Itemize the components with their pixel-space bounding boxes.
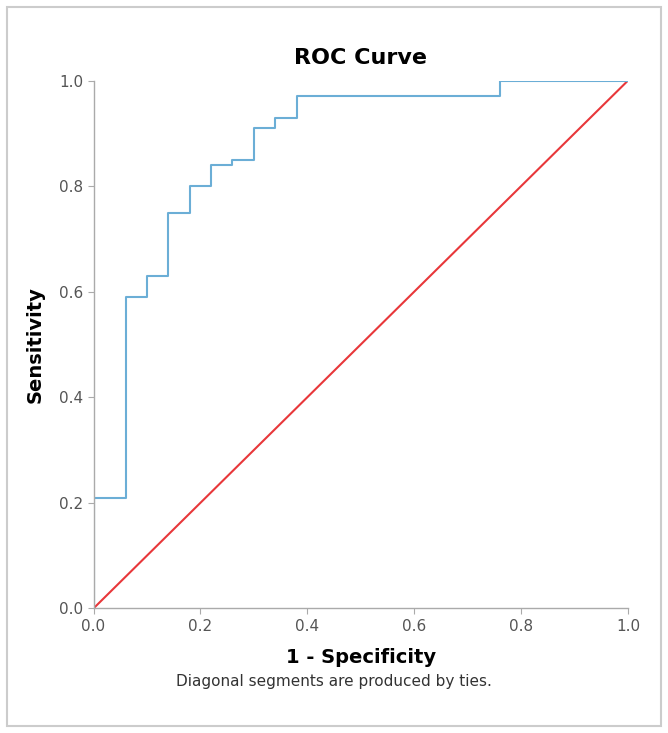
Y-axis label: Sensitivity: Sensitivity <box>26 286 45 403</box>
Title: ROC Curve: ROC Curve <box>294 48 428 68</box>
X-axis label: 1 - Specificity: 1 - Specificity <box>286 648 436 667</box>
Text: Diagonal segments are produced by ties.: Diagonal segments are produced by ties. <box>176 674 492 689</box>
